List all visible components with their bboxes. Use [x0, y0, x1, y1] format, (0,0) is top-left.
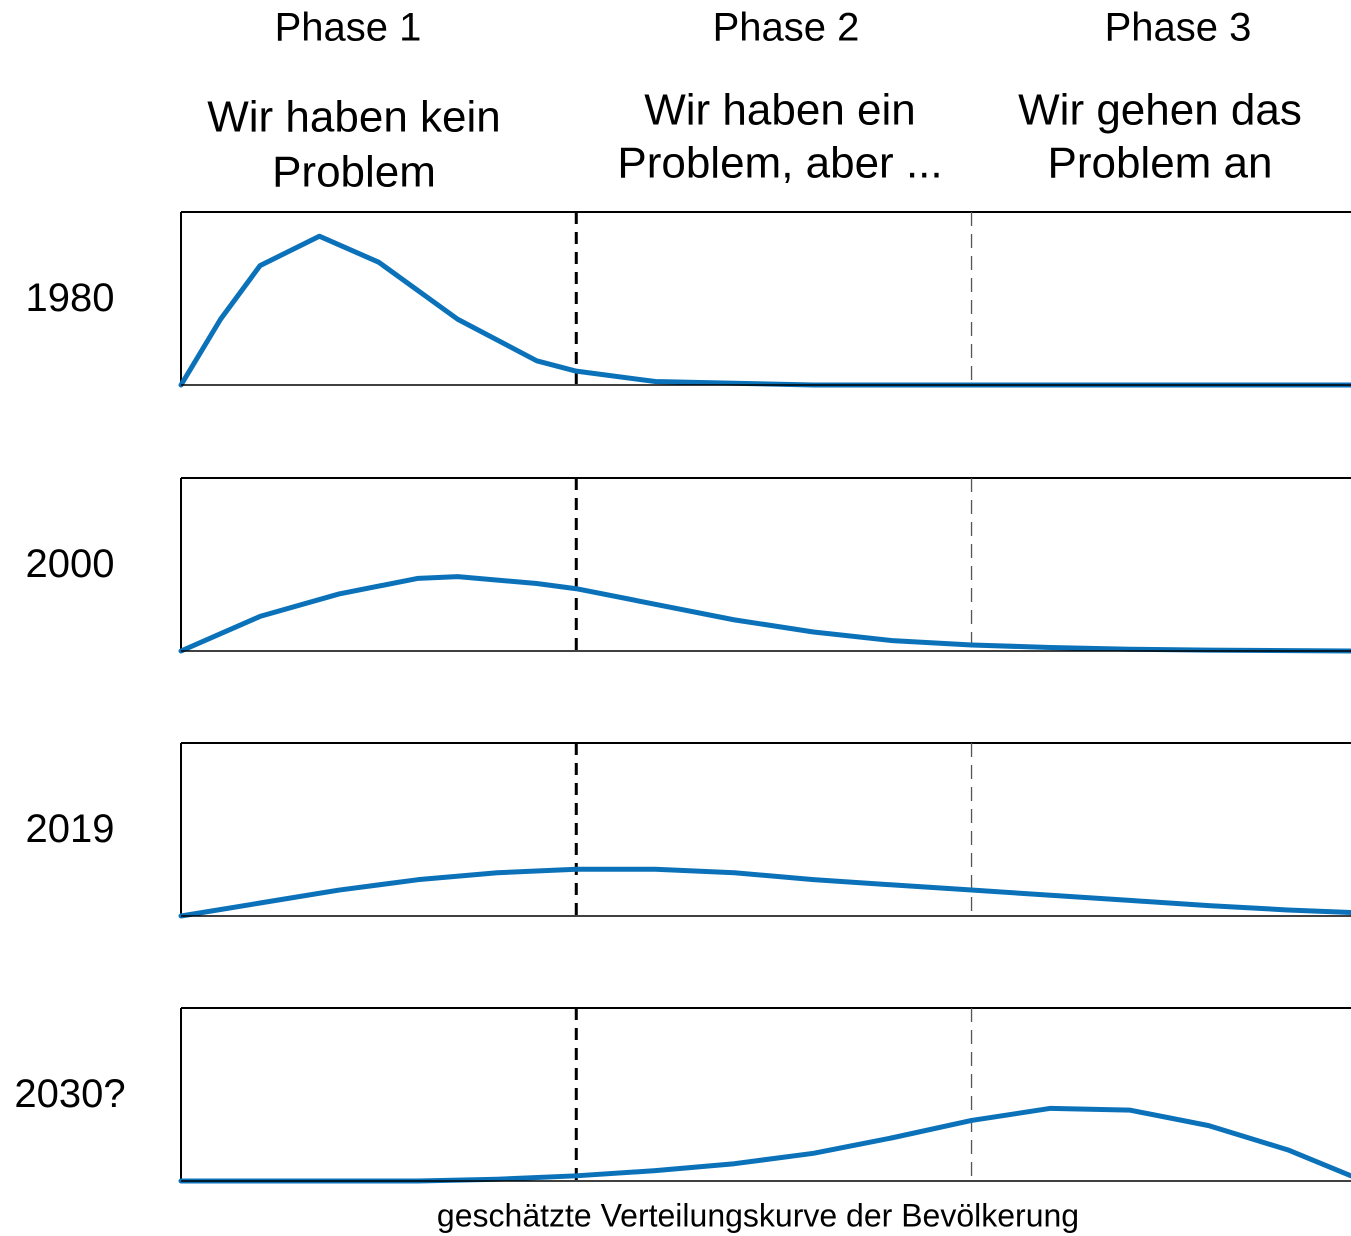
phase-description: Wir haben kein — [207, 93, 500, 142]
phase-description: Problem — [272, 148, 436, 197]
year-label: 1980 — [26, 276, 115, 320]
phase-title: Phase 3 — [1105, 6, 1252, 50]
phase-title: Phase 1 — [275, 6, 422, 50]
curve — [178, 866, 1351, 919]
curve — [178, 1105, 1351, 1184]
year-label: 2019 — [26, 807, 115, 851]
year-label: 2030? — [14, 1072, 125, 1116]
phase-description: Wir haben ein — [644, 86, 915, 135]
year-label: 2000 — [26, 542, 115, 586]
curve — [178, 233, 1351, 388]
phase-title: Phase 2 — [713, 6, 860, 50]
phase-description: Wir gehen das — [1018, 86, 1302, 135]
phase-description: Problem an — [1047, 139, 1272, 188]
phase-description: Problem, aber ... — [617, 139, 942, 188]
curve — [178, 574, 1351, 654]
caption: geschätzte Verteilungskurve der Bevölker… — [437, 1197, 1079, 1233]
